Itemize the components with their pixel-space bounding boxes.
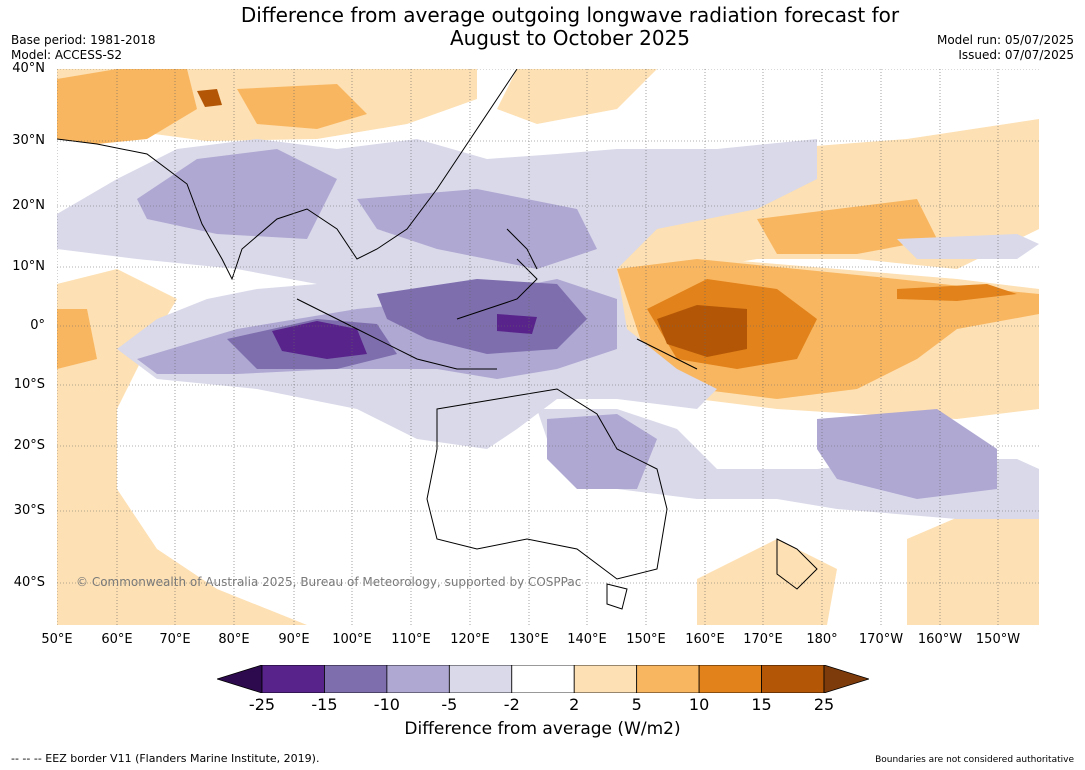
colorbar-tick-label: -2 bbox=[503, 695, 520, 714]
title-line-2: August to October 2025 bbox=[449, 26, 691, 50]
longitude-label: 170°W bbox=[858, 632, 904, 647]
longitude-label: 160°W bbox=[917, 632, 963, 647]
base-period: Base period: 1981-2018 bbox=[11, 33, 156, 47]
latitude-label: 40°N bbox=[12, 61, 45, 76]
longitude-label: 120°E bbox=[450, 632, 490, 647]
latitude-label: 10°N bbox=[12, 259, 45, 274]
colorbar-segment bbox=[573, 665, 638, 693]
anomaly-positive-very-strong bbox=[197, 89, 747, 357]
colorbar-segment bbox=[698, 665, 762, 693]
colorbar-tick-label: -10 bbox=[373, 695, 400, 714]
longitude-label: 90°E bbox=[278, 632, 310, 647]
latitude-label: 20°S bbox=[13, 438, 45, 453]
latitude-label: 10°S bbox=[13, 377, 45, 392]
boundary-disclaimer: Boundaries are not considered authoritat… bbox=[875, 755, 1074, 765]
colorbar-tick-label: -5 bbox=[441, 695, 458, 714]
colorbar-tick-label: 15 bbox=[751, 695, 772, 714]
longitude-label: 60°E bbox=[101, 632, 133, 647]
colorbar bbox=[217, 665, 869, 693]
longitude-label: 170°E bbox=[743, 632, 783, 647]
copyright-notice: © Commonwealth of Australia 2025, Bureau… bbox=[76, 575, 582, 589]
latitude-label: 40°S bbox=[13, 575, 45, 590]
longitude-label: 80°E bbox=[218, 632, 250, 647]
colorbar-extend-low bbox=[217, 665, 263, 693]
longitude-label: 110°E bbox=[391, 632, 431, 647]
longitude-label: 150°E bbox=[626, 632, 666, 647]
latitude-label: 0° bbox=[30, 318, 45, 333]
longitude-label: 180° bbox=[806, 632, 838, 647]
latitude-label: 30°S bbox=[13, 503, 45, 518]
meta-right: Model run: 05/07/2025 Issued: 07/07/2025 bbox=[937, 33, 1074, 63]
longitude-label: 130°E bbox=[509, 632, 549, 647]
colorbar-segment bbox=[636, 665, 700, 693]
model-run: Model run: 05/07/2025 bbox=[936, 33, 1074, 47]
latitude-label: 30°N bbox=[12, 133, 45, 148]
colorbar-segment bbox=[324, 665, 388, 693]
longitude-label: 100°E bbox=[332, 632, 372, 647]
colorbar-tick-label: 5 bbox=[631, 695, 642, 714]
meta-left: Base period: 1981-2018 Model: ACCESS-S2 bbox=[11, 33, 156, 63]
map-title: Difference from average outgoing longwav… bbox=[170, 4, 970, 50]
coastlines bbox=[56, 68, 818, 610]
colorbar-tick-label: -25 bbox=[248, 695, 276, 714]
longitude-label: 140°E bbox=[567, 632, 607, 647]
model-name: Model: ACCESS-S2 bbox=[11, 48, 123, 62]
colorbar-tick-label: 25 bbox=[813, 695, 835, 714]
longitude-label: 150°W bbox=[975, 632, 1021, 647]
eez-border-note: -- -- -- EEZ border V11 (Flanders Marine… bbox=[11, 752, 320, 765]
issued-date: Issued: 07/07/2025 bbox=[958, 48, 1074, 62]
map-svg bbox=[56, 68, 1039, 625]
longitude-label: 160°E bbox=[685, 632, 725, 647]
map-area bbox=[56, 68, 1039, 625]
colorbar-extend-high bbox=[823, 665, 869, 693]
colorbar-segment bbox=[761, 665, 825, 693]
title-line-1: Difference from average outgoing longwav… bbox=[240, 3, 900, 27]
colorbar-tick-label: -15 bbox=[311, 695, 338, 714]
colorbar-segment bbox=[448, 665, 513, 693]
latitude-label: 20°N bbox=[12, 198, 45, 213]
longitude-label: 70°E bbox=[159, 632, 191, 647]
colorbar-tick-label: 2 bbox=[569, 695, 580, 714]
anomaly-negative-very-strong bbox=[272, 314, 537, 359]
colorbar-segment bbox=[386, 665, 450, 693]
colorbar-segment bbox=[511, 665, 575, 693]
colorbar-title: Difference from average (W/m2) bbox=[404, 719, 681, 739]
longitude-label: 50°E bbox=[41, 632, 73, 647]
colorbar-tick-label: 10 bbox=[688, 695, 710, 714]
colorbar-segment bbox=[261, 665, 325, 693]
